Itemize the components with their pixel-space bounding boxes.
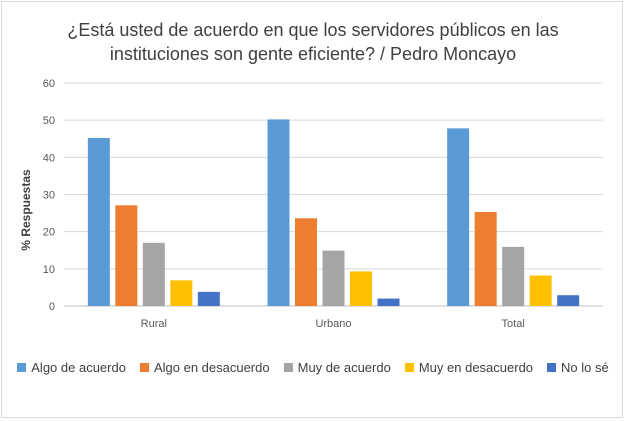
x-axis-ticks: Rural Urbano Total (141, 318, 525, 330)
bar (267, 119, 290, 306)
y-axis-label: % Respuestas (19, 169, 33, 251)
chart-title: ¿Está usted de acuerdo en que los servid… (0, 18, 626, 66)
bar (115, 205, 138, 306)
legend-item: Muy de acuerdo (283, 360, 391, 375)
bar (350, 271, 372, 306)
legend-item: Algo de acuerdo (17, 360, 126, 375)
legend-item: Muy en desacuerdo (404, 360, 534, 375)
bar (197, 291, 220, 306)
legend-swatch (139, 363, 149, 372)
x-tick-label: Total (502, 318, 525, 330)
legend: Algo de acuerdo Algo en desacuerdo Muy de … (0, 360, 626, 375)
y-tick-label: 10 (43, 264, 55, 276)
bar (322, 250, 345, 306)
bar (87, 138, 110, 306)
bar (295, 218, 317, 306)
legend-label: Algo de acuerdo (31, 360, 126, 375)
legend-item: Algo en desacuerdo (139, 360, 270, 375)
x-tick-label: Rural (141, 318, 167, 330)
bar (557, 295, 580, 306)
y-tick-label: 50 (43, 115, 55, 127)
bar (377, 298, 400, 306)
y-tick-label: 40 (43, 152, 55, 164)
legend-item: No lo sé (547, 360, 609, 375)
bar (529, 275, 552, 306)
y-tick-label: 0 (49, 301, 55, 313)
chart-title-line-1: ¿Está usted de acuerdo en que los servid… (67, 20, 559, 40)
legend-label: Muy en desacuerdo (418, 360, 534, 375)
y-axis-ticks: 0 10 20 30 40 50 60 (43, 78, 55, 313)
legend-swatch (404, 363, 414, 372)
y-tick-label: 60 (43, 78, 55, 90)
legend-label: No lo sé (561, 360, 609, 375)
bars (87, 119, 580, 306)
legend-label: Algo en desacuerdo (153, 360, 270, 375)
bar (142, 242, 165, 306)
bar (447, 128, 470, 306)
legend-swatch (547, 363, 557, 372)
chart-title-line-2: instituciones son gente eficiente? / Ped… (109, 44, 517, 64)
bar (502, 246, 525, 306)
x-tick-label: Urbano (315, 318, 351, 330)
bar (170, 280, 193, 306)
y-tick-label: 30 (43, 190, 55, 202)
y-tick-label: 20 (43, 227, 55, 239)
legend-swatch (283, 363, 293, 372)
legend-swatch (17, 363, 27, 372)
legend-label: Muy de acuerdo (297, 360, 391, 375)
bar (474, 211, 497, 306)
